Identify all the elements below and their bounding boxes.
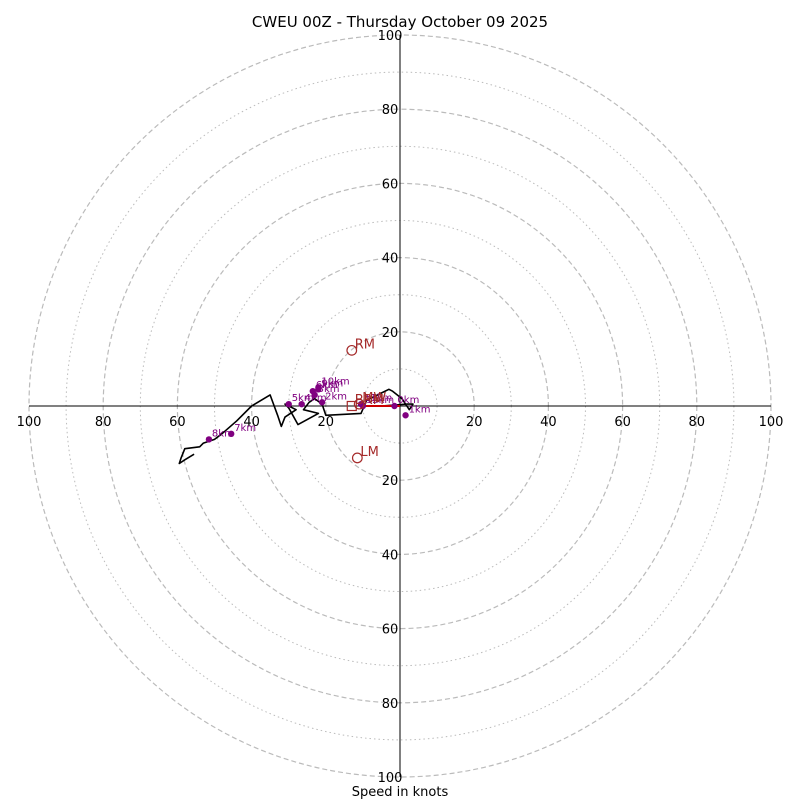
storm-motion-label-BRM: BRM — [355, 393, 384, 408]
storm-motion-marker-RM — [346, 344, 358, 356]
tick-label-top-100: 100 — [378, 29, 403, 44]
x-axis-label: Speed in knots — [352, 785, 449, 800]
height-marker-label-4km: 4km — [305, 393, 327, 404]
tick-label-left-100: 100 — [17, 415, 42, 430]
height-marker-label-10km: 10km — [321, 376, 349, 387]
tick-label-top-80: 80 — [382, 103, 399, 118]
hodograph-trace-group — [178, 388, 414, 465]
height-marker-dot-8km — [205, 436, 213, 443]
storm-motion-label-MW: MW — [362, 391, 386, 406]
chart-title: CWEU 00Z - Thursday October 09 2025 — [252, 13, 548, 31]
tick-label-bottom-80: 80 — [382, 697, 399, 712]
height-marker-label-2km: 2km — [325, 391, 347, 402]
height-marker-dot-0km — [391, 402, 398, 410]
tick-label-bottom-20: 20 — [382, 474, 399, 489]
height-marker-label-0km: 0km — [397, 395, 419, 406]
tick-label-left-20: 20 — [318, 415, 335, 430]
storm-motion-label-RM: RM — [355, 337, 375, 352]
height-marker-label-11km: 11km — [364, 393, 392, 404]
tick-label-left-40: 40 — [243, 415, 260, 430]
height-marker-dot-4km — [298, 400, 305, 408]
tick-label-right-40: 40 — [540, 415, 557, 430]
tick-label-bottom-60: 60 — [382, 623, 399, 638]
tick-label-left-60: 60 — [169, 415, 186, 430]
height-marker-label-3km: 3km — [318, 384, 340, 395]
storm-motion-label-LM: LM — [360, 445, 378, 460]
height-marker-dot-2km — [318, 399, 326, 406]
tick-label-right-100: 100 — [759, 415, 784, 430]
tick-label-right-60: 60 — [614, 415, 631, 430]
storm-motion-marker-MW — [353, 398, 365, 410]
hodograph-trace — [178, 388, 414, 465]
tick-label-top-40: 40 — [382, 252, 399, 267]
height-marker-label-6km: 6km — [316, 380, 338, 391]
storm-motion-marker-BRM — [346, 400, 357, 412]
tick-label-right-20: 20 — [466, 415, 483, 430]
height-marker-label-7km: 7km — [234, 423, 256, 434]
storm-motion-marker-LM — [351, 452, 363, 464]
tick-label-left-80: 80 — [95, 415, 112, 430]
height-marker-dot-7km — [227, 430, 235, 438]
tick-label-top-60: 60 — [382, 177, 399, 192]
tick-labels: 20 20 20 20 40 40 40 40 60 60 60 60 80 80 80 80 100 100 10… — [17, 29, 784, 786]
height-marker-dot-6km — [309, 387, 317, 395]
tick-label-top-20: 20 — [382, 326, 399, 341]
height-marker-dot-1km — [402, 412, 409, 419]
height-marker-label-1km: 1km — [409, 404, 431, 415]
height-marker-label-12km: 12km — [366, 395, 394, 406]
height-marker-label-9km: 9km — [321, 378, 343, 389]
height-marker-dot-10km — [315, 384, 322, 391]
height-marker-label-5km: 5km — [292, 393, 314, 404]
tick-label-bottom-100: 100 — [378, 771, 403, 786]
height-marker-label-8km: 8km — [212, 428, 234, 439]
height-marker-dot-5km — [285, 400, 292, 408]
tick-label-right-80: 80 — [689, 415, 706, 430]
tick-label-bottom-40: 40 — [382, 548, 399, 563]
